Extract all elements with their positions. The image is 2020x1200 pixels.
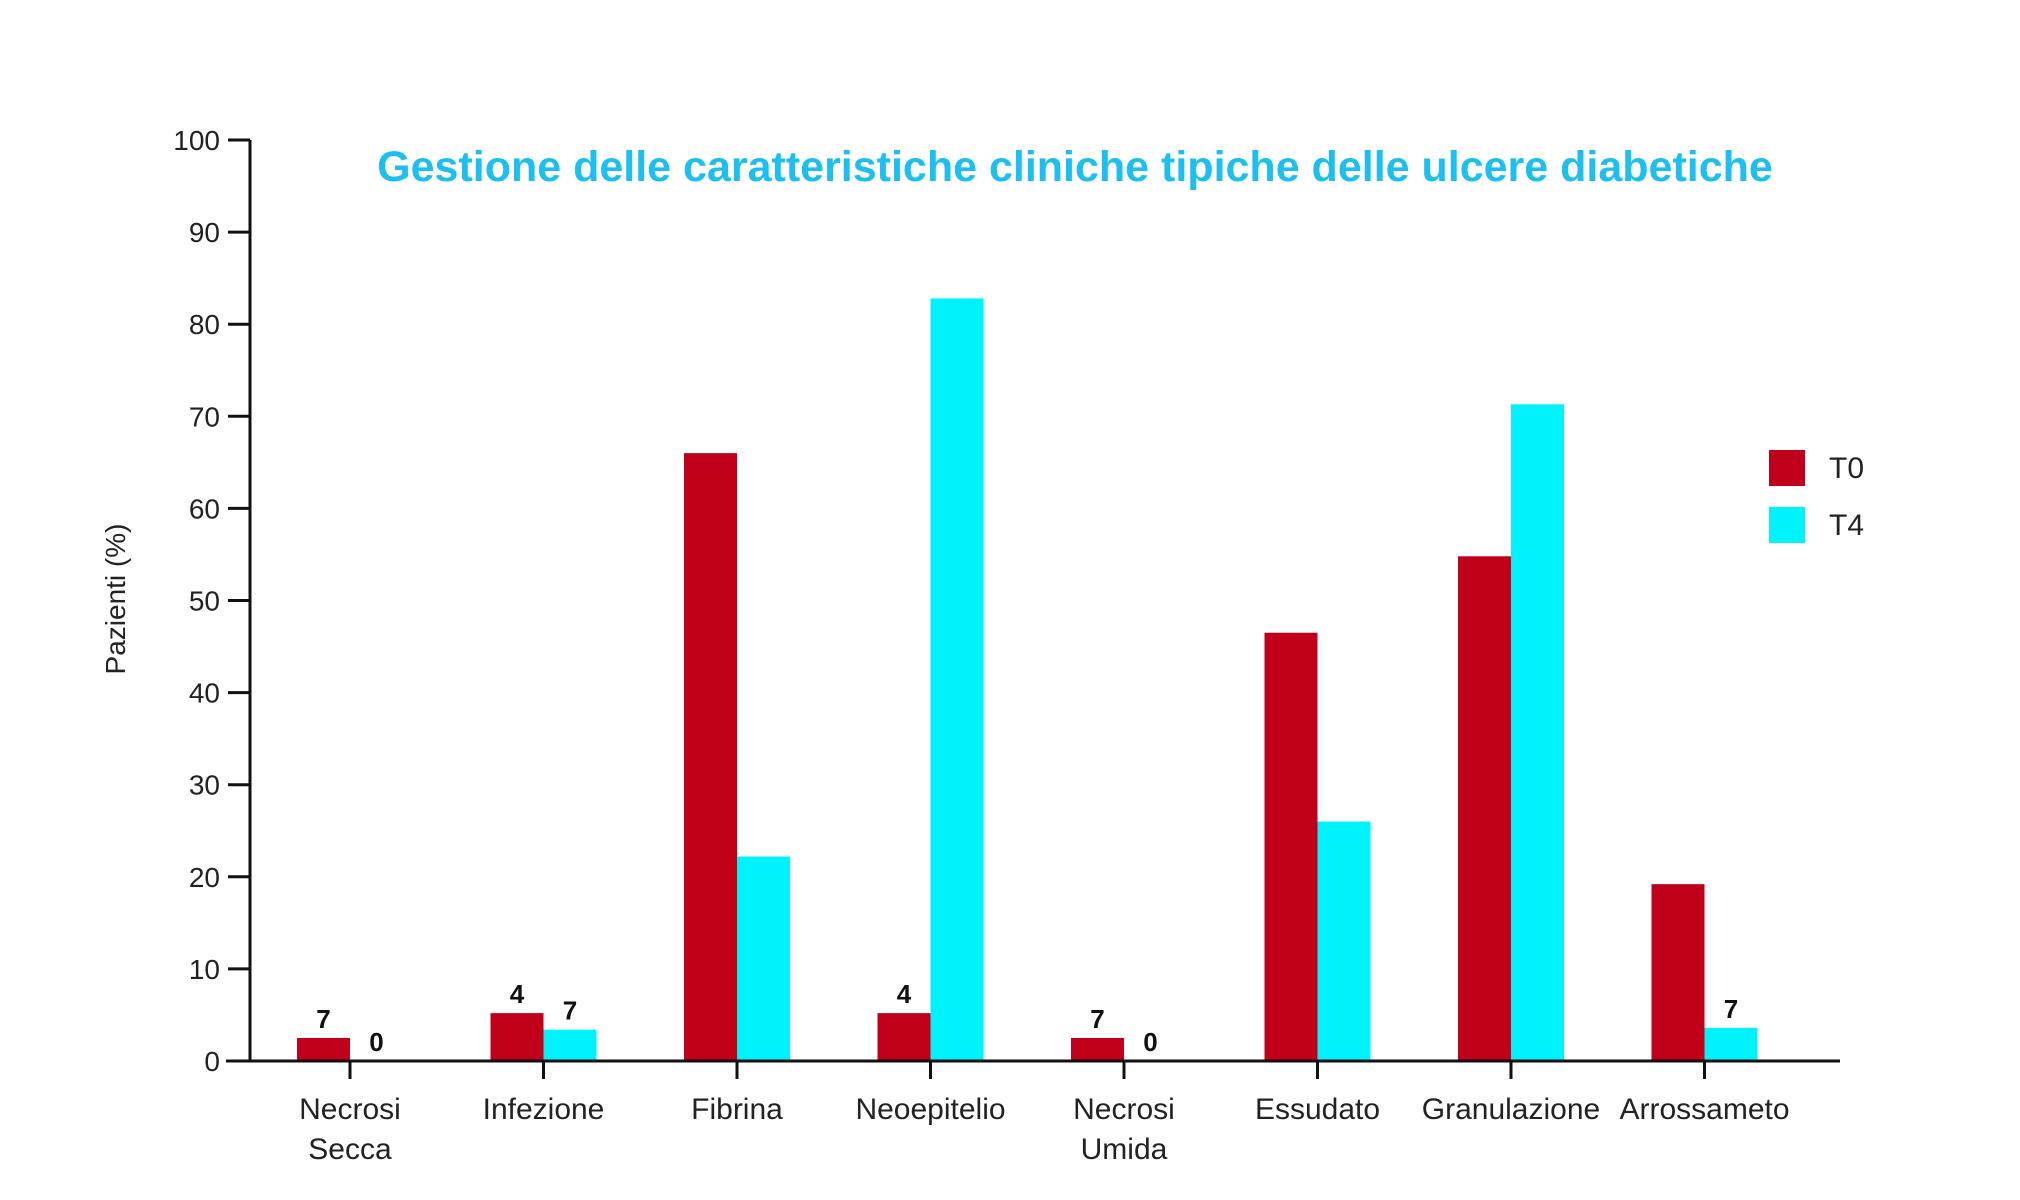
legend-label-t4: T4 [1829,509,1864,542]
y-tick-label: 80 [189,309,220,340]
y-tick-label: 10 [189,954,220,985]
legend-swatch-t4 [1769,507,1805,543]
x-tick-label: Arrossameto [1619,1093,1789,1126]
bar-t0 [877,1013,931,1061]
x-axis: Necrosi Secca Infezione Fibrina Neoepitelio N… [226,1059,1840,1166]
data-label: 7 [563,996,577,1026]
y-tick-label: 0 [204,1046,220,1077]
y-tick-label: 70 [189,401,220,432]
data-label: 7 [316,1004,330,1034]
bar-t0 [684,453,737,1061]
bar-t0 [1071,1037,1124,1061]
x-tick-label: Neoepitelio [855,1093,1005,1126]
legend-swatch-t0 [1769,450,1805,486]
y-tick-label: 50 [189,586,220,617]
data-label: 4 [897,979,912,1009]
bars: 7 0 4 7 4 7 0 7 [297,298,1758,1061]
x-tick-label: Infezione [483,1093,605,1126]
legend-label-t0: T0 [1829,452,1864,485]
y-tick-label: 40 [189,678,220,709]
bar-t0 [1651,884,1705,1061]
bar-t4 [543,1029,597,1061]
y-axis-title: Pazienti (%) [100,524,131,675]
x-tick-label: Granulazione [1422,1093,1600,1126]
bar-t0 [490,1013,544,1061]
x-tick-label: Essudato [1255,1093,1380,1126]
x-tick-label: Necrosi Secca [299,1093,401,1166]
bar-t4 [1511,404,1564,1061]
bar-t4 [1704,1027,1758,1061]
bar-t4 [930,298,984,1061]
y-axis: 0 10 20 30 40 50 60 70 80 90 100 [173,125,252,1077]
chart-title: Gestione delle caratteristiche cliniche … [377,143,1773,191]
bar-t0 [1264,632,1318,1061]
y-tick-label: 60 [189,493,220,524]
bar-t4 [1317,821,1371,1061]
y-tick-label: 90 [189,217,220,248]
y-tick-label: 100 [173,125,220,156]
bar-t0 [1458,556,1511,1061]
data-label: 0 [369,1027,383,1057]
bar-t4 [737,856,790,1061]
bar-t0 [297,1037,350,1061]
y-tick-label: 20 [189,862,220,893]
y-tick-label: 30 [189,770,220,801]
data-label: 0 [1143,1027,1157,1057]
data-label: 4 [510,979,525,1009]
data-label: 7 [1090,1004,1104,1034]
legend: T0 T4 [1769,450,1864,543]
x-tick-label: Necrosi Umida [1073,1093,1175,1166]
x-tick-label: Fibrina [691,1093,783,1126]
data-label: 7 [1724,994,1738,1024]
